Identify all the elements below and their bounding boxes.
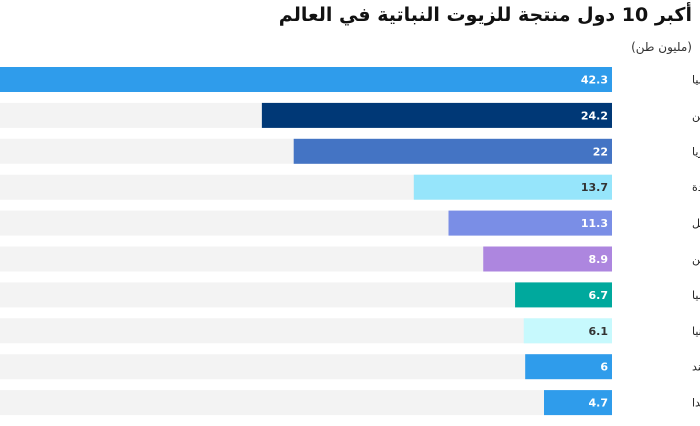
value-label: 13.7 xyxy=(581,181,608,194)
category-label: الأرجنتين xyxy=(692,252,700,266)
category-label: كندا xyxy=(692,397,700,410)
chart-title: أكبر 10 دول منتجة للزيوت النباتية في الع… xyxy=(278,4,692,26)
bar xyxy=(515,282,612,308)
bar-track xyxy=(0,390,612,416)
category-label: روسيا xyxy=(692,289,700,302)
category-label: أوكرانيا xyxy=(692,324,700,338)
category-label: ماليزيا xyxy=(692,145,700,158)
bar xyxy=(483,246,612,272)
category-label: إندونيسيا xyxy=(692,74,700,87)
bar xyxy=(293,138,612,164)
bar xyxy=(261,102,612,128)
value-label: 6.7 xyxy=(589,289,609,302)
bar-track xyxy=(0,354,612,380)
value-label: 42.3 xyxy=(581,74,608,87)
bar xyxy=(544,390,612,416)
bar xyxy=(413,174,612,200)
bar xyxy=(0,67,612,92)
value-label: 11.3 xyxy=(581,217,608,230)
bar-track xyxy=(0,318,612,344)
value-label: 6.1 xyxy=(589,325,609,338)
value-label: 4.7 xyxy=(589,397,609,410)
category-label: الصين xyxy=(692,109,700,122)
value-label: 8.9 xyxy=(589,253,609,266)
category-label: الولايات المتحدة xyxy=(692,181,700,194)
bar xyxy=(525,354,612,380)
category-label: البرازيل xyxy=(692,217,700,230)
value-label: 22 xyxy=(593,145,608,158)
value-label: 24.2 xyxy=(581,109,608,122)
value-label: 6 xyxy=(600,361,608,374)
category-label: الهند xyxy=(692,361,700,374)
bar xyxy=(523,318,612,344)
bar xyxy=(448,210,612,236)
bar-track xyxy=(0,282,612,308)
chart-subtitle: (مليون طن) xyxy=(631,40,692,54)
